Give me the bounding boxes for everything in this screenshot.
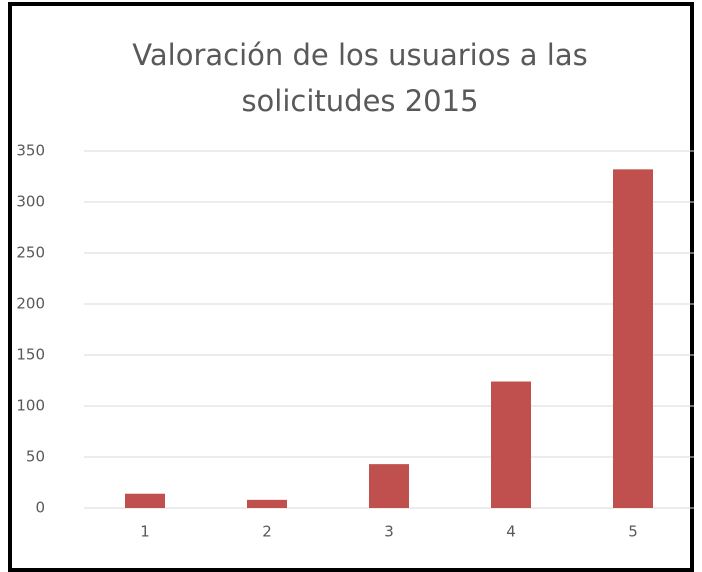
x-tick-label: 1: [140, 523, 150, 541]
x-tick-label: 2: [262, 523, 272, 541]
y-tick-label: 250: [16, 244, 45, 262]
bar: [247, 499, 287, 508]
y-tick-label: 350: [16, 142, 45, 160]
y-tick-label: 100: [16, 397, 45, 415]
x-tick-label: 5: [628, 523, 638, 541]
x-tick-label: 3: [384, 523, 394, 541]
chart-title: Valoración de los usuarios a las solicit…: [132, 38, 588, 118]
y-tick-label: 50: [26, 448, 45, 466]
y-tick-label: 200: [16, 295, 45, 313]
bar: [369, 464, 409, 508]
y-tick-label: 0: [35, 499, 45, 517]
x-tick-label: 4: [506, 523, 516, 541]
y-tick-label: 150: [16, 346, 45, 364]
y-tick-label: 300: [16, 193, 45, 211]
bar: [125, 493, 165, 508]
bar: [491, 381, 531, 508]
bar: [613, 169, 653, 509]
